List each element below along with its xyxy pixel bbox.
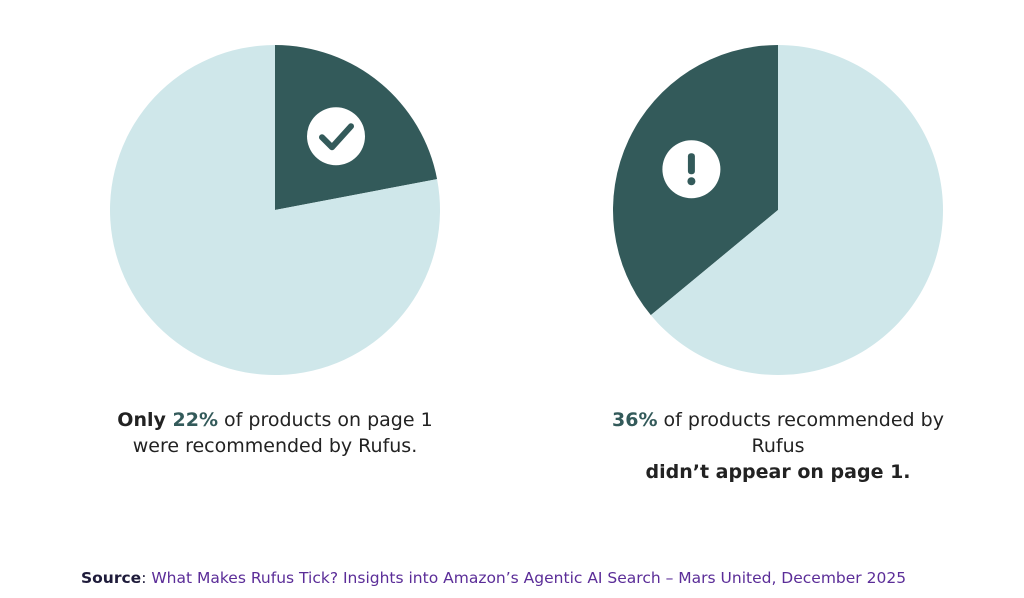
caption-pie-1: Only 22% of products on page 1 were reco… <box>95 407 455 459</box>
checkmark-icon <box>307 107 366 166</box>
pie-slice-rest <box>109 45 440 375</box>
source-line: Source: What Makes Rufus Tick? Insights … <box>81 569 907 587</box>
caption-pie-2: 36% of products recommended by Rufus did… <box>598 407 958 485</box>
pie-chart-not-on-page1 <box>612 45 943 375</box>
pie-slice-rest <box>650 45 943 375</box>
caption-percent: 36% <box>612 409 658 431</box>
caption-bold: didn’t appear on page 1. <box>645 461 911 483</box>
caption-percent: 22% <box>172 409 218 431</box>
source-label: Source <box>81 569 142 587</box>
source-link[interactable]: What Makes Rufus Tick? Insights into Ama… <box>151 569 907 587</box>
caption-text: of products recommended by Rufus <box>657 409 944 457</box>
pie-chart-page1-recommended <box>109 45 440 375</box>
caption-prefix: Only <box>117 409 173 431</box>
exclamation-icon <box>662 140 721 199</box>
caption-text: of products on page 1 were recommended b… <box>132 409 433 457</box>
